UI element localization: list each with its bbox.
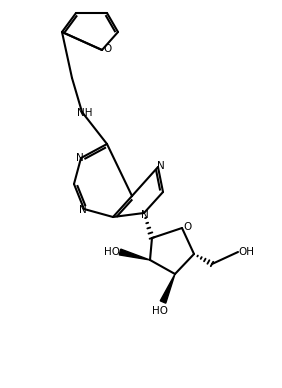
Text: O: O [103, 44, 111, 54]
Polygon shape [119, 249, 150, 260]
Text: N: N [141, 210, 149, 220]
Text: HO: HO [104, 247, 120, 257]
Polygon shape [160, 274, 175, 303]
Text: N: N [76, 153, 84, 163]
Text: N: N [157, 161, 165, 171]
Text: O: O [183, 222, 191, 232]
Text: OH: OH [238, 247, 254, 257]
Text: NH: NH [77, 108, 93, 118]
Text: HO: HO [152, 306, 168, 316]
Text: N: N [79, 205, 87, 215]
